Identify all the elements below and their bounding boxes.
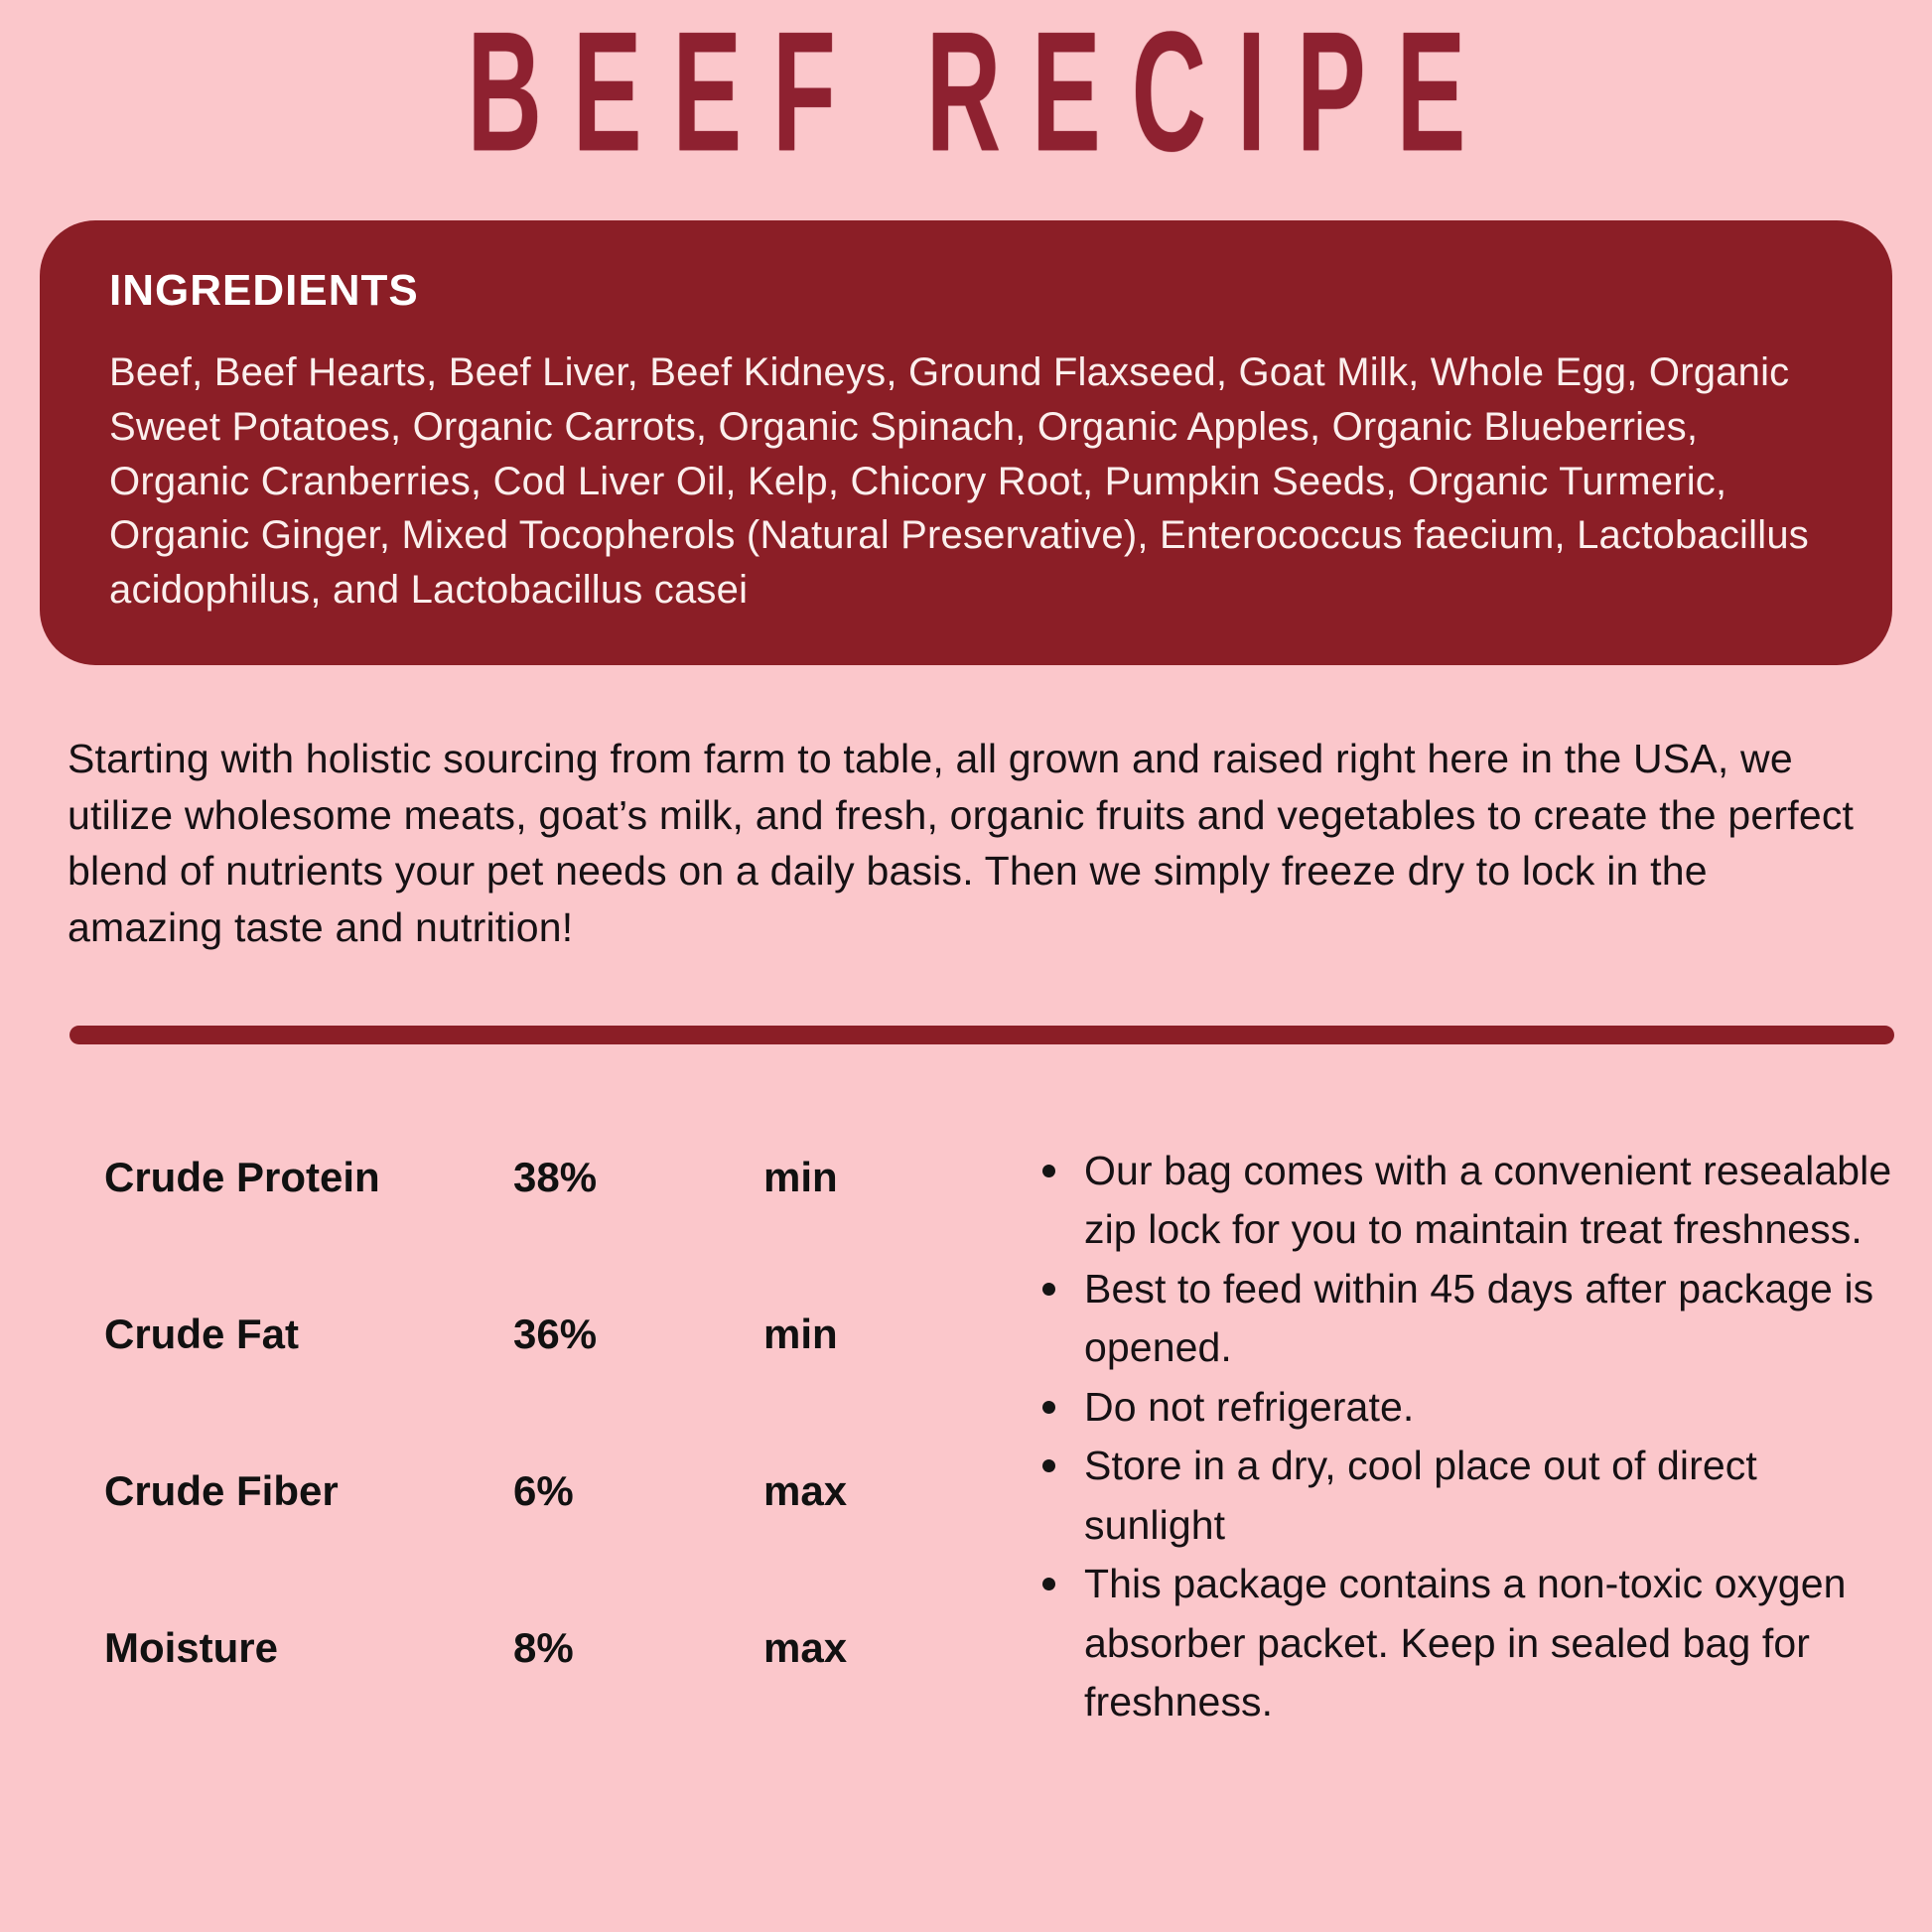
bullet-dot-icon xyxy=(1042,1459,1055,1473)
note-text: Do not refrigerate. xyxy=(1084,1383,1415,1430)
nutrient-label: Crude Fiber xyxy=(104,1467,339,1514)
nutrient-label: Crude Protein xyxy=(104,1154,380,1200)
nutrient-value: 8% xyxy=(513,1624,574,1671)
table-row: Crude Fiber 6% max xyxy=(104,1467,978,1515)
ingredients-panel: INGREDIENTS Beef, Beef Hearts, Beef Live… xyxy=(40,220,1892,665)
list-item: Store in a dry, cool place out of direct… xyxy=(1033,1437,1896,1555)
section-divider xyxy=(69,1026,1894,1044)
storage-notes-list: Our bag comes with a convenient resealab… xyxy=(1033,1142,1896,1731)
ingredients-text: Beef, Beef Hearts, Beef Liver, Beef Kidn… xyxy=(109,350,1809,613)
header: BEEF RECIPE xyxy=(0,6,1932,177)
nutrient-label: Moisture xyxy=(104,1624,279,1671)
description-text: Starting with holistic sourcing from far… xyxy=(68,736,1855,950)
note-text: Best to feed within 45 days after packag… xyxy=(1084,1265,1874,1371)
nutrient-value: 6% xyxy=(513,1467,574,1514)
bullet-dot-icon xyxy=(1042,1578,1055,1591)
nutrient-qualifier: max xyxy=(763,1467,848,1514)
table-row: Crude Fat 36% min xyxy=(104,1311,978,1358)
list-item: Best to feed within 45 days after packag… xyxy=(1033,1260,1896,1378)
list-item: Our bag comes with a convenient resealab… xyxy=(1033,1142,1896,1260)
bullet-dot-icon xyxy=(1042,1282,1055,1296)
table-row: Moisture 8% max xyxy=(104,1624,978,1672)
nutrient-value: 36% xyxy=(513,1311,598,1357)
nutrient-value: 38% xyxy=(513,1154,598,1200)
nutrient-qualifier: max xyxy=(763,1624,848,1671)
bullet-dot-icon xyxy=(1042,1400,1055,1414)
nutrient-label: Crude Fat xyxy=(104,1311,300,1357)
note-text: Our bag comes with a convenient resealab… xyxy=(1084,1148,1892,1253)
note-text: This package contains a non-toxic oxygen… xyxy=(1084,1561,1847,1725)
table-row: Crude Protein 38% min xyxy=(104,1154,978,1201)
list-item: Do not refrigerate. xyxy=(1033,1378,1896,1437)
page-title: BEEF RECIPE xyxy=(467,0,1496,188)
guaranteed-analysis-table: Crude Protein 38% min Crude Fat 36% min … xyxy=(104,1154,978,1781)
nutrient-qualifier: min xyxy=(763,1311,838,1357)
ingredients-heading: INGREDIENTS xyxy=(109,266,419,315)
bullet-dot-icon xyxy=(1042,1165,1055,1177)
nutrient-qualifier: min xyxy=(763,1154,838,1200)
list-item: This package contains a non-toxic oxygen… xyxy=(1033,1555,1896,1731)
note-text: Store in a dry, cool place out of direct… xyxy=(1084,1443,1757,1548)
